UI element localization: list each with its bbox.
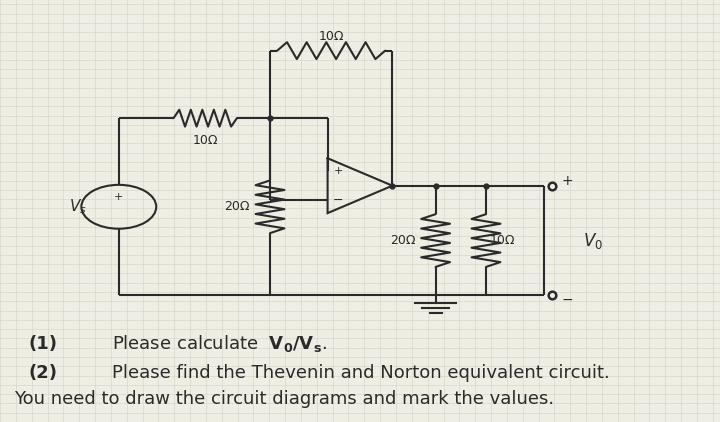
Text: +: + [562,174,573,189]
Text: +: + [333,166,343,176]
Text: $V_0$: $V_0$ [583,230,603,251]
Text: Please calculate  $\mathbf{V_0/V_s}$.: Please calculate $\mathbf{V_0/V_s}$. [112,333,326,354]
Text: $V_s$: $V_s$ [68,197,86,216]
Text: −: − [562,292,573,307]
Text: −: − [333,193,343,206]
Text: 10Ω: 10Ω [490,234,515,247]
Text: (1): (1) [29,335,58,353]
Text: Please find the Thevenin and Norton equivalent circuit.: Please find the Thevenin and Norton equi… [112,365,609,382]
Text: You need to draw the circuit diagrams and mark the values.: You need to draw the circuit diagrams an… [14,390,554,408]
Text: (2): (2) [29,365,58,382]
Text: 10Ω: 10Ω [192,134,218,147]
Text: 20Ω: 20Ω [225,200,250,213]
Text: +: + [114,192,124,203]
Text: 10Ω: 10Ω [318,30,344,43]
Text: 20Ω: 20Ω [390,234,415,247]
